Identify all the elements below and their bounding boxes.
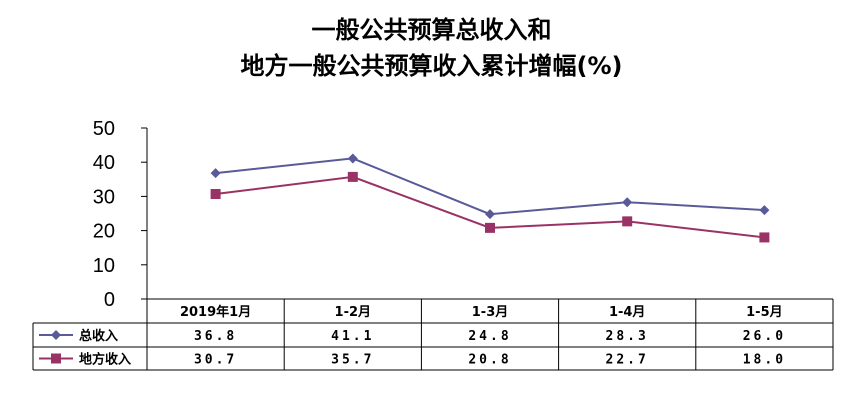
data-point: [347, 153, 358, 164]
y-tick-label: 40: [93, 152, 115, 174]
chart-title-line-1: 一般公共预算总收入和: [311, 16, 552, 44]
data-point: [622, 216, 633, 227]
data-table-value: 28.3: [606, 329, 649, 344]
data-table-value: 36.8: [194, 329, 237, 344]
y-tick-label: 20: [93, 221, 115, 243]
data-point: [210, 168, 221, 179]
legend-label: 总收入: [79, 328, 118, 344]
y-tick-label: 0: [104, 289, 115, 311]
legend-marker: [51, 330, 61, 340]
data-point: [759, 232, 770, 243]
y-tick-label: 10: [93, 255, 115, 277]
series-2: [210, 171, 770, 243]
data-table-value: 20.8: [468, 353, 511, 368]
data-table-value: 41.1: [331, 329, 374, 344]
data-table-value: 26.0: [743, 329, 786, 344]
data-table-value: 24.8: [468, 329, 511, 344]
series-1: [210, 153, 770, 220]
data-point: [759, 205, 770, 216]
chart-series-layer: [210, 153, 770, 243]
x-category-label: 1-5月: [746, 305, 783, 320]
y-tick-label: 50: [93, 118, 115, 140]
y-tick-label: 30: [93, 186, 115, 208]
legend-marker: [51, 353, 61, 364]
data-point: [622, 197, 633, 208]
x-category-label: 1-4月: [609, 305, 646, 320]
legend-label: 地方收入: [79, 352, 131, 368]
data-point: [210, 189, 221, 200]
data-point: [485, 222, 495, 233]
legend-entry-2: 地方收入: [39, 352, 131, 368]
data-table-value: 18.0: [743, 353, 786, 368]
data-point: [347, 171, 358, 182]
data-table-value: 35.7: [331, 353, 374, 368]
legend-entry-1: 总收入: [39, 328, 118, 344]
x-category-label: 2019年1月: [180, 304, 251, 320]
data-point: [485, 209, 495, 220]
chart-title-line-2: 地方一般公共预算收入累计增幅(%): [240, 52, 623, 80]
x-category-label: 1-3月: [472, 305, 509, 320]
data-table-value: 22.7: [606, 353, 649, 368]
data-table-value: 30.7: [194, 353, 237, 368]
chart-axes: 0 10 20 30 40 50: [93, 118, 148, 311]
x-category-label: 1-2月: [335, 305, 372, 320]
series-line: [215, 157, 765, 216]
